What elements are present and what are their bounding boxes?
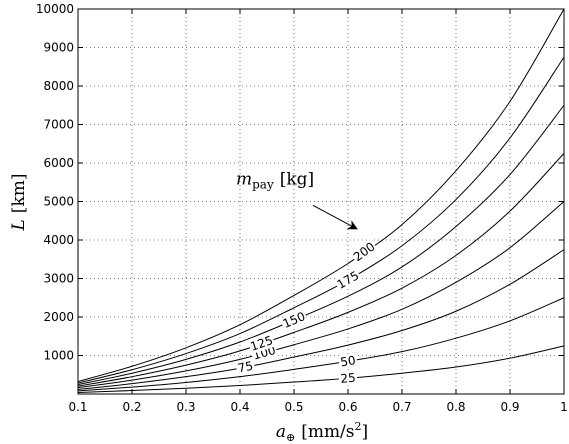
grid <box>78 9 564 394</box>
curve-200 <box>78 9 564 381</box>
y-tick-labels: 1000 2000 3000 4000 5000 6000 7000 8000 9000 1000… <box>36 2 74 363</box>
y-tick-label: 2000 <box>43 310 74 324</box>
x-tick-label: 0.1 <box>68 400 87 414</box>
curve-label-group: 75 <box>235 358 255 375</box>
y-tick-label: 10000 <box>36 2 74 16</box>
curves <box>78 9 564 392</box>
x-axis-title: a⊕ [mm/s2] <box>276 420 368 444</box>
y-tick-label: 1000 <box>43 349 74 363</box>
curve-175 <box>78 57 564 383</box>
curve-150 <box>78 105 564 384</box>
curve-label-group: 25 <box>338 370 357 385</box>
x-tick-label: 0.7 <box>392 400 411 414</box>
x-tick-label: 0.3 <box>176 400 195 414</box>
x-tick-label: 0.9 <box>500 400 519 414</box>
curve-label-75: 75 <box>237 359 255 376</box>
annotation-arrow <box>313 205 356 228</box>
curve-label-50: 50 <box>339 353 356 369</box>
y-tick-label: 6000 <box>43 156 74 170</box>
y-tick-label: 4000 <box>43 233 74 247</box>
curve-label-25: 25 <box>340 371 356 386</box>
annotation-mpay: mpay [kg] <box>236 170 314 192</box>
x-tick-labels: 0.1 0.2 0.3 0.4 0.5 0.6 0.7 0.8 0.9 1 <box>68 400 567 414</box>
x-tick-label: 0.6 <box>338 400 357 414</box>
curve-label-group: 150 <box>280 309 308 332</box>
y-tick-label: 8000 <box>43 79 74 93</box>
curve-label-group: 175 <box>334 268 363 293</box>
x-tick-label: 1 <box>560 400 568 414</box>
x-tick-label: 0.5 <box>284 400 303 414</box>
y-tick-label: 5000 <box>43 195 74 209</box>
y-tick-label: 3000 <box>43 272 74 286</box>
curve-label-group: 200 <box>350 239 378 265</box>
curve-label-group: 50 <box>338 353 358 370</box>
x-tick-label: 0.8 <box>446 400 465 414</box>
x-tick-label: 0.2 <box>122 400 141 414</box>
x-tick-label: 0.4 <box>230 400 249 414</box>
curve-label-200: 200 <box>351 239 378 264</box>
y-tick-label: 7000 <box>43 118 74 132</box>
y-axis-title: L[km] <box>9 174 29 232</box>
y-tick-label: 9000 <box>43 41 74 55</box>
